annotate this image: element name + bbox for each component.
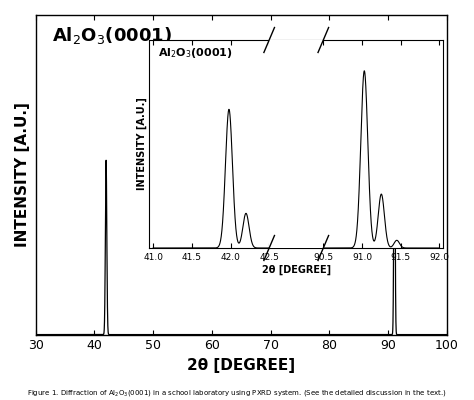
Text: Figure 1. Diffraction of Al$_2$O$_3$(0001) in a school laboratory using PXRD sys: Figure 1. Diffraction of Al$_2$O$_3$(000… (27, 388, 447, 398)
Y-axis label: INTENSITY [A.U.]: INTENSITY [A.U.] (15, 102, 30, 247)
X-axis label: 2θ [DEGREE]: 2θ [DEGREE] (187, 358, 295, 373)
Y-axis label: INTENSITY [A.U.]: INTENSITY [A.U.] (136, 98, 146, 190)
Bar (269, 40, 323, 248)
Text: Al$_2$O$_3$(0001): Al$_2$O$_3$(0001) (52, 24, 172, 46)
X-axis label: 2θ [DEGREE]: 2θ [DEGREE] (262, 265, 331, 275)
Text: Al$_2$O$_3$(0001): Al$_2$O$_3$(0001) (158, 46, 233, 60)
